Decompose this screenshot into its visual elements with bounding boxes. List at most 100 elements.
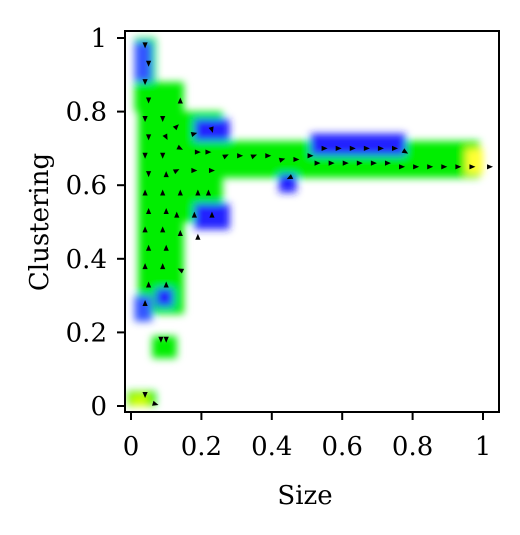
heatmap-cell-14 bbox=[131, 394, 149, 406]
y-tick-label-1: 0.2 bbox=[66, 318, 107, 348]
vector-arrow-45 bbox=[237, 153, 244, 159]
vector-arrow-67 bbox=[427, 164, 434, 170]
vector-arrow-54 bbox=[349, 145, 356, 151]
vector-arrow-15 bbox=[160, 115, 166, 122]
vector-arrow-7 bbox=[146, 171, 152, 178]
y-tick-label-2: 0.4 bbox=[66, 245, 107, 275]
vector-arrow-32 bbox=[177, 268, 185, 274]
vector-arrow-24 bbox=[163, 281, 169, 288]
vector-arrow-43 bbox=[209, 211, 215, 218]
vector-arrow-22 bbox=[163, 244, 169, 251]
y-tick-label-0: 0 bbox=[90, 392, 107, 422]
vector-arrow-53 bbox=[335, 145, 342, 151]
vector-arrow-72 bbox=[158, 336, 164, 343]
vector-arrow-13 bbox=[146, 281, 152, 288]
vector-arrow-20 bbox=[163, 207, 169, 214]
vector-arrow-63 bbox=[370, 160, 377, 166]
vector-arrow-39 bbox=[208, 126, 214, 133]
x-tick-label-1: 0.2 bbox=[181, 432, 222, 462]
x-tick-label-2: 0.4 bbox=[251, 432, 292, 462]
heatmap-cell-11 bbox=[465, 148, 483, 175]
vector-arrow-50 bbox=[286, 174, 294, 180]
vector-arrow-46 bbox=[250, 154, 257, 160]
x-axis-title: Size bbox=[277, 481, 332, 511]
vector-arrow-75 bbox=[152, 400, 159, 406]
vector-arrow-61 bbox=[342, 160, 349, 166]
vector-arrow-62 bbox=[356, 160, 363, 166]
x-axis: 0 0.2 0.4 0.6 0.8 1 bbox=[123, 412, 492, 462]
vector-arrow-4 bbox=[142, 115, 148, 122]
vector-arrow-11 bbox=[146, 244, 152, 251]
vector-arrow-69 bbox=[455, 164, 462, 170]
vector-arrow-60 bbox=[328, 160, 335, 166]
vector-arrow-3 bbox=[146, 97, 152, 104]
vector-arrow-66 bbox=[413, 164, 420, 170]
vector-arrow-38 bbox=[195, 233, 201, 240]
x-tick-label-3: 0.6 bbox=[322, 432, 363, 462]
vector-arrow-0 bbox=[142, 42, 148, 49]
vector-arrow-1 bbox=[146, 60, 152, 67]
heatmap-cell-12 bbox=[152, 336, 177, 359]
vector-arrow-8 bbox=[142, 189, 148, 196]
vector-arrow-29 bbox=[177, 189, 183, 196]
y-axis: 0 0.2 0.4 0.6 0.8 1 bbox=[66, 24, 125, 422]
x-tick-label-0: 0 bbox=[123, 432, 140, 462]
vector-arrow-27 bbox=[176, 144, 183, 150]
x-tick-label-4: 0.8 bbox=[392, 432, 433, 462]
vector-arrow-33 bbox=[190, 132, 198, 138]
vector-arrow-14 bbox=[142, 299, 148, 306]
vector-arrow-10 bbox=[142, 226, 148, 233]
vector-arrow-44 bbox=[222, 154, 229, 160]
vector-arrow-41 bbox=[208, 167, 215, 174]
heatmap-cell-6 bbox=[134, 295, 153, 322]
vector-arrow-74 bbox=[142, 391, 148, 398]
vector-arrow-30 bbox=[174, 211, 180, 218]
vector-arrow-65 bbox=[399, 164, 406, 170]
vector-arrow-5 bbox=[146, 134, 152, 141]
vector-arrow-17 bbox=[160, 152, 166, 159]
vector-arrow-64 bbox=[384, 160, 391, 166]
vector-arrow-52 bbox=[321, 145, 328, 151]
heatmap-cell-9 bbox=[310, 133, 406, 156]
vector-arrow-28 bbox=[172, 169, 180, 175]
vector-arrow-73 bbox=[163, 336, 169, 343]
heatmap-cell-7 bbox=[155, 288, 174, 307]
vector-arrow-34 bbox=[194, 149, 201, 155]
vector-arrow-21 bbox=[160, 226, 166, 233]
x-tick-label-5: 1 bbox=[475, 432, 492, 462]
heatmap-cell-10 bbox=[278, 174, 297, 193]
vector-arrow-55 bbox=[363, 145, 370, 151]
vector-arrow-31 bbox=[177, 230, 183, 237]
vector-arrow-18 bbox=[163, 171, 169, 178]
vector-arrow-26 bbox=[172, 124, 179, 131]
vector-arrow-16 bbox=[162, 133, 168, 141]
vector-arrow-59 bbox=[314, 160, 321, 166]
y-tick-label-4: 0.8 bbox=[66, 98, 107, 128]
vector-arrow-56 bbox=[377, 145, 384, 151]
vector-arrow-37 bbox=[191, 211, 197, 218]
vector-arrow-48 bbox=[278, 157, 286, 163]
vector-arrow-2 bbox=[142, 79, 148, 86]
vector-arrow-57 bbox=[392, 145, 398, 151]
vector-arrow-9 bbox=[146, 207, 152, 214]
vector-arrow-25 bbox=[177, 97, 183, 104]
vector-arrow-6 bbox=[142, 152, 148, 159]
y-tick-label-5: 1 bbox=[90, 24, 107, 54]
heatmap-cell-1 bbox=[134, 41, 153, 83]
vector-arrow-19 bbox=[160, 189, 166, 196]
vector-arrow-51 bbox=[307, 153, 314, 159]
vector-arrow-42 bbox=[205, 189, 212, 196]
vector-arrow-49 bbox=[293, 156, 300, 163]
vector-arrow-47 bbox=[265, 153, 272, 159]
vector-arrow-12 bbox=[142, 263, 148, 270]
vector-arrow-70 bbox=[469, 164, 476, 170]
plot-frame bbox=[124, 30, 500, 413]
vector-arrow-40 bbox=[205, 149, 212, 155]
arrow-layer bbox=[142, 42, 494, 406]
vector-arrow-58 bbox=[401, 148, 409, 154]
vector-arrow-71 bbox=[487, 164, 494, 170]
vector-arrow-35 bbox=[191, 167, 198, 174]
vector-arrow-23 bbox=[160, 263, 166, 270]
